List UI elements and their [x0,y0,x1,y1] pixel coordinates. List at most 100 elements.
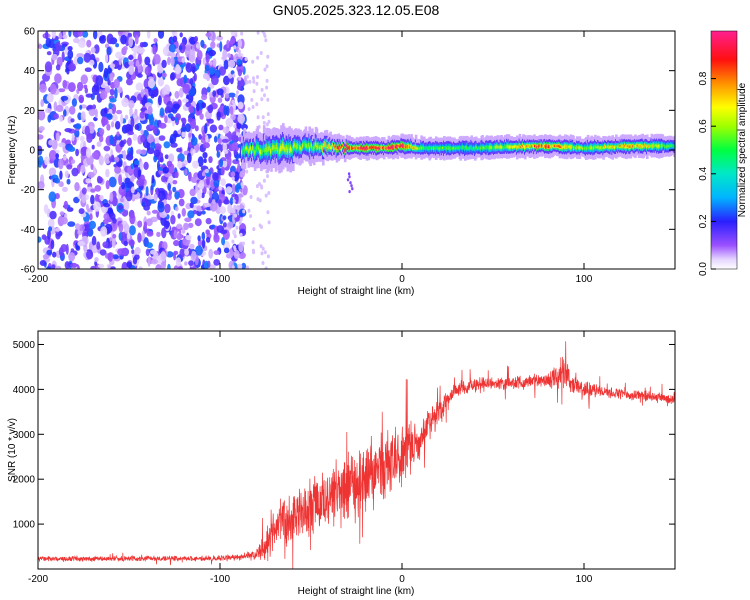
noise-blob [105,53,109,64]
noise-blob [94,185,102,192]
noise-blob [223,247,230,254]
noise-blob [172,180,178,185]
noise-speck [266,254,270,259]
noise-blob [71,133,75,142]
noise-blob [140,134,146,143]
noise-speck [242,209,246,214]
noise-speck [233,247,237,252]
noise-blob [59,170,63,180]
noise-blob [143,221,147,230]
noise-blob [241,262,247,269]
x-tick-label: 100 [576,274,593,285]
noise-blob [118,154,124,159]
noise-blob [182,238,187,246]
noise-blob [85,147,92,158]
noise-speck [264,193,268,198]
noise-blob [153,54,161,65]
noise-blob [212,90,217,97]
noise-blob [91,235,97,246]
noise-speck [259,244,263,249]
noise-blob [96,141,102,147]
noise-speck [266,174,269,179]
noise-blob [202,152,208,159]
noise-speck [234,213,238,218]
noise-blob [213,250,220,256]
noise-blob [219,206,227,215]
noise-blob [79,104,83,110]
noise-blob [198,134,202,140]
noise-blob [207,104,214,114]
noise-blob [38,181,45,190]
noise-blob [115,51,123,59]
noise-blob [177,160,183,169]
noise-blob [62,79,67,89]
noise-blob [233,149,237,156]
noise-blob [88,125,95,134]
band-speck [350,184,353,188]
noise-blob [227,155,232,167]
noise-blob [45,37,52,48]
x-tick-label: -100 [210,574,230,585]
noise-blob [230,171,236,178]
noise-blob [128,65,134,76]
noise-blob [234,184,240,193]
noise-speck [232,209,236,214]
noise-blob [116,131,120,137]
noise-blob [117,248,125,256]
noise-blob [108,176,117,188]
noise-blob [38,110,46,121]
noise-blob [54,73,62,84]
noise-blob [75,123,82,130]
noise-blob [216,35,224,41]
noise-blob [151,174,155,184]
noise-blob [227,221,234,229]
noise-blob [47,218,55,229]
noise-blob [126,261,132,269]
noise-blob [51,53,58,61]
noise-blob [68,252,76,261]
noise-blob [98,155,104,166]
noise-blob [44,61,53,73]
noise-blob [197,156,204,168]
noise-blob [81,195,87,204]
noise-speck [265,85,269,90]
noise-blob [146,195,155,200]
noise-blob [179,32,183,38]
noise-speck [231,239,235,244]
noise-blob [185,62,193,73]
noise-blob [153,38,158,43]
noise-blob [121,97,129,108]
noise-blob [39,260,47,266]
noise-blob [119,197,124,203]
noise-blob [77,31,83,37]
noise-blob [49,210,57,220]
noise-blob [222,142,227,152]
noise-blob [188,105,194,114]
noise-blob [159,157,164,163]
noise-blob [212,58,217,67]
noise-blob [46,94,52,102]
noise-blob [70,262,78,268]
noise-blob [129,213,136,225]
noise-blob [173,240,180,247]
colorbar-ticks: 0.0 0.2 0.4 0.6 0.8 [698,71,716,276]
noise-blob [110,266,116,269]
colorbar-tick-label: 0.0 [698,262,709,276]
noise-blob [59,211,65,216]
noise-blob [195,245,203,256]
noise-blob [170,210,174,216]
noise-speck [261,261,265,265]
noise-blob [79,135,85,142]
noise-blob [71,98,77,107]
noise-blob [212,199,216,204]
noise-blob [64,128,72,133]
noise-blob [235,55,243,61]
colorbar: 0.0 0.2 0.4 0.6 0.8 Normalized spectral ampl… [698,30,748,276]
noise-speck [263,93,266,98]
noise-blob [183,222,189,231]
noise-blob [87,104,94,110]
x-tick-label: 100 [576,574,593,585]
noise-speck [238,76,242,81]
noise-blob [197,239,202,247]
